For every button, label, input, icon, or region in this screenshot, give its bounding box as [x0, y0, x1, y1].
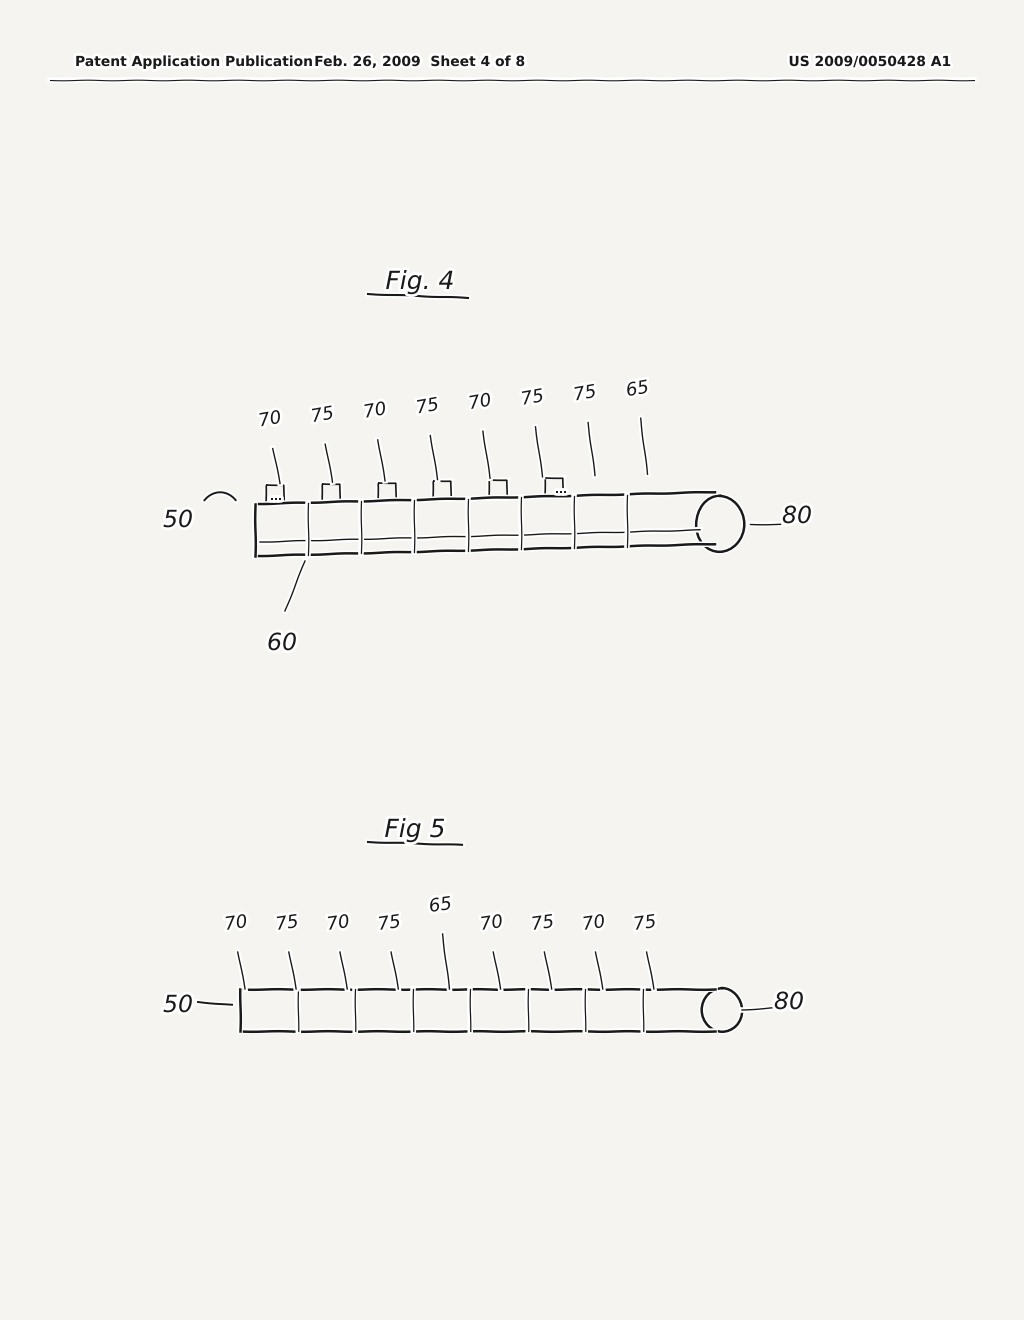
- Text: 75: 75: [519, 387, 546, 409]
- Text: 50: 50: [163, 993, 193, 1016]
- Text: US 2009/0050428 A1: US 2009/0050428 A1: [788, 55, 951, 69]
- Text: 75: 75: [530, 913, 555, 935]
- Text: 75: 75: [377, 913, 402, 935]
- Bar: [266, 486, 284, 503]
- Text: 75: 75: [572, 383, 598, 404]
- Text: Fig. 4: Fig. 4: [385, 271, 455, 294]
- Text: 80: 80: [774, 990, 804, 1014]
- Text: 75: 75: [632, 913, 657, 935]
- Bar: [378, 483, 395, 500]
- Text: 70: 70: [257, 409, 283, 430]
- Text: 75: 75: [274, 913, 300, 935]
- Text: 75: 75: [415, 396, 440, 417]
- Bar: [545, 478, 563, 496]
- Bar: [489, 480, 507, 498]
- Text: 70: 70: [223, 913, 249, 935]
- Text: 65: 65: [625, 379, 650, 400]
- Text: 70: 70: [582, 913, 606, 935]
- Bar: [433, 482, 452, 499]
- Text: 75: 75: [309, 404, 336, 426]
- Text: Patent Application Publication: Patent Application Publication: [75, 55, 312, 69]
- Text: 70: 70: [362, 400, 388, 422]
- Text: ...: ...: [270, 490, 282, 503]
- Text: 80: 80: [782, 504, 812, 528]
- Text: 60: 60: [267, 631, 297, 655]
- Bar: [322, 484, 340, 502]
- Text: Feb. 26, 2009  Sheet 4 of 8: Feb. 26, 2009 Sheet 4 of 8: [314, 55, 525, 69]
- Text: 70: 70: [467, 392, 493, 413]
- Text: 65: 65: [428, 895, 453, 916]
- Text: Fig 5: Fig 5: [384, 818, 445, 842]
- Text: ...: ...: [555, 483, 567, 496]
- Text: 70: 70: [326, 913, 351, 935]
- Text: 50: 50: [163, 508, 193, 532]
- Text: 70: 70: [479, 913, 504, 935]
